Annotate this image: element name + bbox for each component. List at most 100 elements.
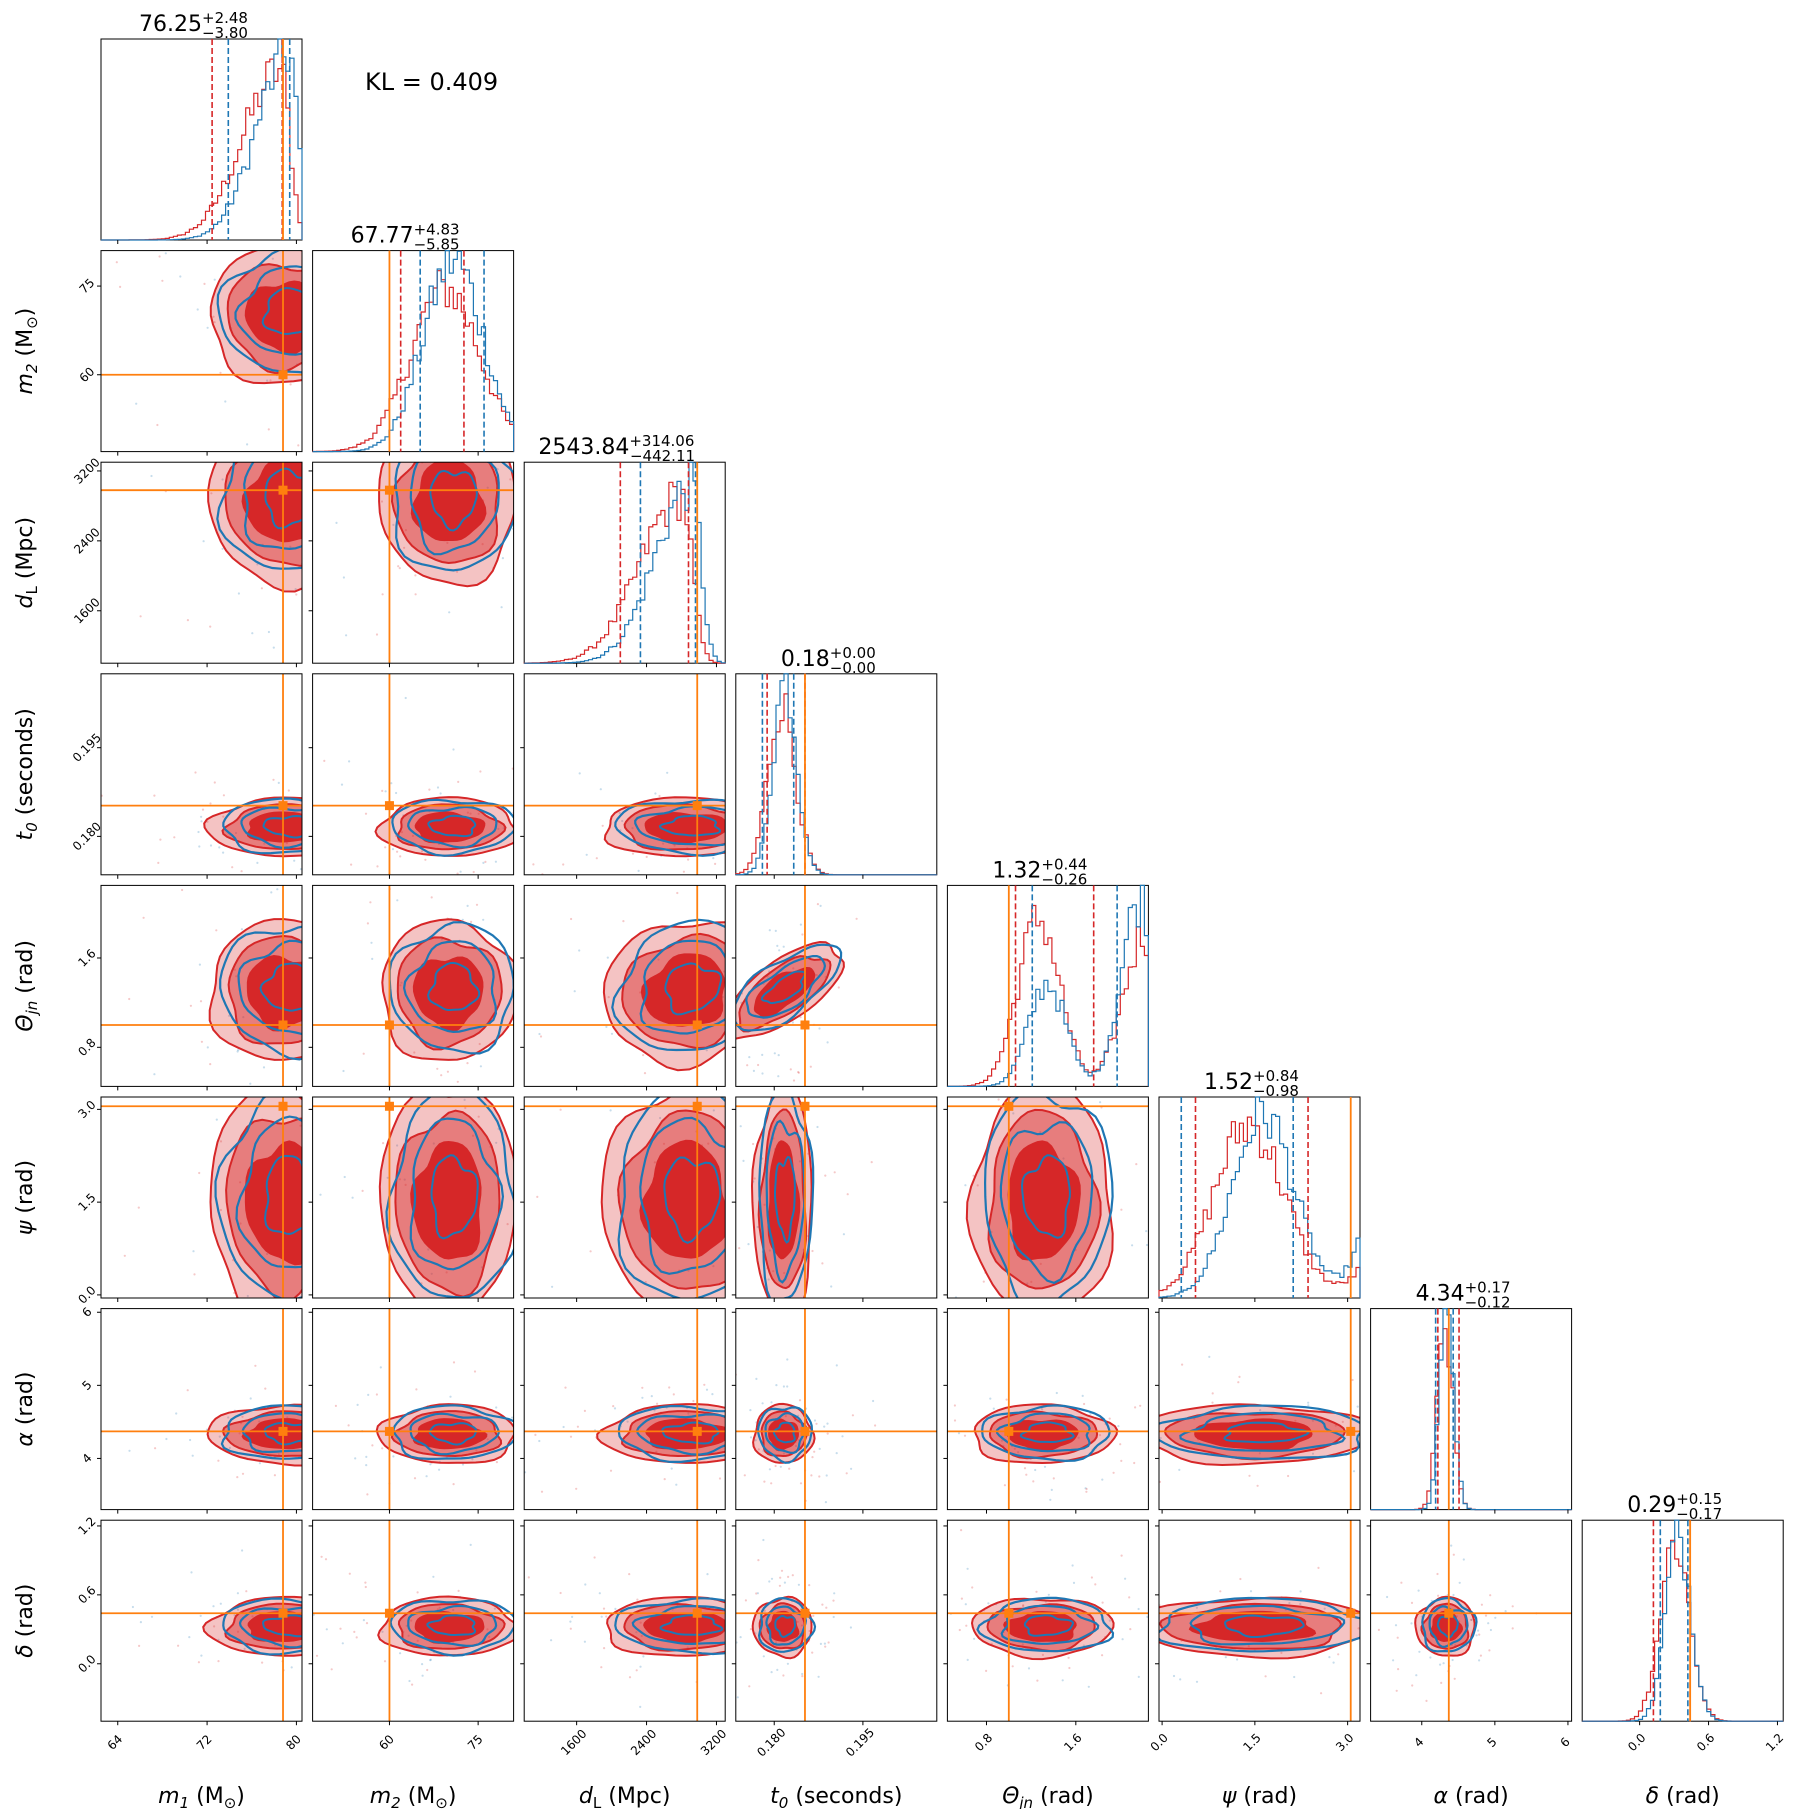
sample-point — [1043, 1465, 1047, 1468]
sample-point — [153, 1073, 156, 1076]
sample-point — [792, 1079, 796, 1082]
sample-point — [260, 587, 263, 590]
sample-point — [479, 770, 482, 773]
sample-point — [209, 802, 212, 805]
sample-point — [486, 486, 489, 489]
sample-point — [1442, 1662, 1445, 1665]
panel-frame — [735, 884, 938, 1087]
contour-mid-b — [402, 940, 498, 1034]
sample-point — [1005, 1398, 1008, 1401]
y-tick-label: 0.0 — [75, 1283, 98, 1306]
truth-marker — [1004, 1608, 1014, 1618]
sample-point — [516, 1256, 518, 1258]
sample-point — [650, 1395, 653, 1398]
sample-point — [285, 242, 287, 244]
contour-mid-b — [234, 265, 302, 356]
contour-inner-a — [644, 811, 726, 845]
sample-point — [135, 402, 138, 405]
panel-content — [101, 673, 302, 875]
sample-point — [396, 1144, 399, 1147]
sample-point — [497, 827, 500, 831]
sample-point — [1085, 1487, 1088, 1491]
sample-point — [942, 1666, 944, 1668]
sample-point — [381, 593, 384, 596]
sample-point — [202, 540, 205, 543]
sample-point — [438, 1606, 441, 1609]
sample-point — [813, 1419, 817, 1422]
scatter-panel-t0-psi — [731, 1096, 938, 1302]
x-axis-label-alpha: α (rad) — [1434, 1784, 1509, 1809]
sample-point — [598, 1592, 601, 1595]
sample-point — [731, 880, 733, 882]
panel-background — [312, 1308, 514, 1510]
contour-mid-b — [1428, 1605, 1469, 1648]
sample-point — [473, 1370, 477, 1373]
sample-point — [1077, 1436, 1080, 1439]
sample-point — [519, 1058, 521, 1060]
contour-mid-b — [1189, 1604, 1346, 1646]
sample-point — [212, 1605, 215, 1608]
sample-point — [748, 1685, 751, 1688]
sample-point — [702, 879, 704, 881]
sample-point — [517, 1089, 519, 1091]
sample-point — [595, 857, 598, 860]
sample-point — [348, 1572, 351, 1575]
sample-point — [784, 1415, 787, 1418]
sample-point — [400, 981, 403, 984]
sample-point — [261, 876, 263, 878]
sample-point — [521, 1055, 523, 1057]
sample-point — [1256, 1484, 1259, 1487]
sample-point — [753, 1177, 756, 1180]
scatter-panel-dL-psi — [520, 941, 734, 1302]
truth-marker — [800, 1608, 810, 1618]
sample-point — [832, 1615, 835, 1619]
sample-point — [635, 1631, 638, 1634]
sample-point — [1224, 1656, 1227, 1659]
sample-point — [1039, 1131, 1042, 1134]
sample-point — [343, 1175, 346, 1179]
sample-point — [270, 891, 273, 894]
sample-point — [495, 1461, 498, 1464]
sample-point — [375, 1393, 378, 1396]
panel-frame — [735, 1519, 938, 1722]
sample-point — [966, 1658, 969, 1661]
sample-point — [768, 1580, 771, 1583]
sample-point — [441, 453, 443, 455]
sample-point — [755, 1377, 758, 1380]
sample-point — [416, 1591, 419, 1594]
sample-point — [177, 1644, 180, 1647]
sample-point — [739, 1125, 742, 1128]
panel-content — [101, 1308, 305, 1510]
panel-content — [947, 1308, 1149, 1510]
x-axis-label-delta: δ (rad) — [1646, 1784, 1720, 1809]
contour-mid-b — [745, 955, 827, 1019]
truth-marker — [278, 1426, 288, 1436]
panel-content — [101, 242, 302, 452]
sample-point — [303, 1434, 305, 1436]
sample-point — [1439, 1663, 1442, 1666]
sample-point — [705, 1049, 708, 1052]
contour-inner-b — [772, 1421, 796, 1444]
y-axis-label-alpha: α (rad) — [13, 1372, 38, 1447]
sample-point — [470, 1516, 472, 1518]
sample-point — [798, 1160, 802, 1163]
contour-outer-b — [222, 1597, 302, 1656]
sample-point — [386, 1176, 389, 1179]
sample-point — [306, 803, 308, 805]
scatter-panel-m1-delta: 0.0 0.6 1.2 — [75, 1514, 303, 1726]
sample-point — [115, 261, 118, 264]
histogram-title-alpha: 4.34+0.17 −0.12 — [1416, 1279, 1511, 1312]
contour-inner-b — [262, 814, 302, 839]
sample-point — [749, 1409, 752, 1412]
sample-point — [1012, 1112, 1015, 1115]
sample-point — [732, 941, 734, 943]
sample-point — [420, 850, 424, 853]
histogram-title-t0: 0.18+0.00 −0.00 — [781, 644, 876, 677]
sample-point — [320, 1555, 323, 1558]
sample-point — [707, 1142, 710, 1145]
sample-point — [306, 712, 308, 714]
sample-point — [1098, 1434, 1102, 1437]
contour-mid-b — [240, 806, 302, 849]
panel-content — [1159, 1520, 1360, 1722]
sample-point — [237, 1049, 240, 1052]
